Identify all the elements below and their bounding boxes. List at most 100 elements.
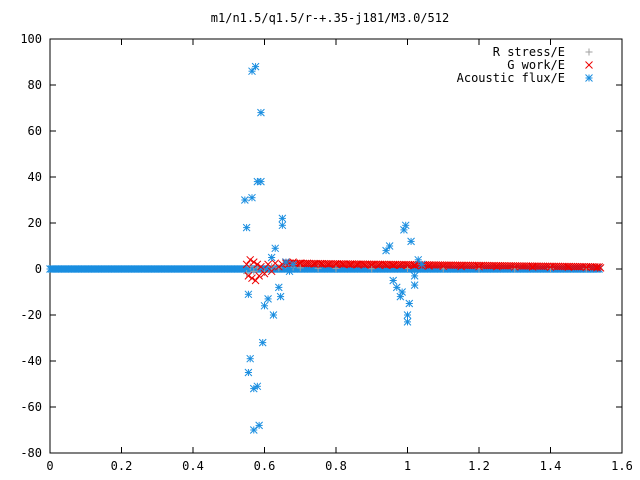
x-tick-label: 0.6 xyxy=(254,459,276,473)
g-work-point xyxy=(246,255,255,264)
r-stress-point xyxy=(296,264,304,272)
acoustic-flux-point xyxy=(255,421,263,430)
acoustic-flux-point xyxy=(285,267,294,276)
x-tick-label: 1.6 xyxy=(611,459,633,473)
acoustic-flux-point xyxy=(240,196,249,204)
acoustic-flux-point xyxy=(382,246,390,255)
r-stress-point xyxy=(332,265,340,273)
x-tick-label: 0.8 xyxy=(325,459,347,473)
r-stress-point xyxy=(275,264,283,272)
g-work-point xyxy=(382,261,390,269)
acoustic-flux-point xyxy=(257,177,265,186)
acoustic-flux-point xyxy=(410,281,419,289)
y-tick-label: 40 xyxy=(28,170,42,184)
acoustic-flux-point xyxy=(401,221,410,230)
y-tick-label: 80 xyxy=(28,78,42,92)
y-tick-label: -40 xyxy=(20,354,42,368)
g-work-point xyxy=(267,267,276,276)
g-work-point xyxy=(410,261,419,270)
acoustic-flux-point xyxy=(396,292,405,301)
axes: 0 0.2 0.4 0.6 0.8 1 1.2 1.4 1.6 100 80 60 40 20 0 -20 -4… xyxy=(20,32,633,473)
acoustic-flux-point xyxy=(249,384,258,393)
acoustic-flux-point xyxy=(251,62,260,71)
acoustic-flux-point xyxy=(278,214,287,223)
x-tick-label: 1.4 xyxy=(540,459,562,473)
acoustic-flux-point xyxy=(244,368,253,377)
g-work-point xyxy=(324,260,333,269)
g-work-point xyxy=(260,269,269,278)
g-work-point xyxy=(493,262,501,271)
g-work-point xyxy=(274,262,283,271)
g-work-point xyxy=(257,262,265,271)
acoustic-flux-point xyxy=(403,311,412,319)
g-work-point xyxy=(457,262,465,271)
acoustic-flux-point xyxy=(253,382,262,391)
r-stress-point xyxy=(547,265,554,273)
g-work-point xyxy=(346,260,355,269)
legend-entry-label: G work/E xyxy=(507,58,565,72)
g-work-point xyxy=(332,260,340,269)
acoustic-flux-point xyxy=(248,67,256,76)
acoustic-flux-point xyxy=(389,276,398,285)
x-tick-label: 1 xyxy=(404,459,411,473)
plot-frame xyxy=(49,38,623,454)
acoustic-flux-point xyxy=(257,108,265,117)
acoustic-flux-point xyxy=(248,193,256,202)
g-work-point xyxy=(255,272,263,280)
acoustic-flux-point xyxy=(392,283,401,292)
g-work-point xyxy=(546,263,555,272)
acoustic-flux-point xyxy=(258,338,267,347)
g-work-point xyxy=(403,261,412,270)
g-work-point xyxy=(439,262,448,271)
acoustic-flux-point xyxy=(289,260,297,269)
legend-entry-label: Acoustic flux/E xyxy=(457,71,565,85)
g-work-point xyxy=(528,263,537,271)
g-work-point xyxy=(303,259,312,268)
g-work-point xyxy=(582,263,591,272)
g-work-point xyxy=(367,261,376,269)
g-work-point xyxy=(339,260,348,269)
g-work-point xyxy=(564,263,573,272)
acoustic-flux-point xyxy=(246,354,255,363)
g-work-point xyxy=(593,263,601,272)
r-stress-point xyxy=(314,264,322,272)
r-stress-point xyxy=(582,265,590,273)
g-work-point xyxy=(296,259,305,268)
acoustic-flux-point xyxy=(282,258,290,266)
legend-entry-marker xyxy=(585,74,593,82)
legend-entry-label: R stress/E xyxy=(493,45,565,59)
g-work-point xyxy=(264,260,272,269)
acoustic-flux-point xyxy=(242,223,251,232)
g-work-point xyxy=(353,260,362,269)
acoustic-flux-point xyxy=(269,311,278,319)
data-points xyxy=(46,62,605,434)
acoustic-flux-point xyxy=(249,426,258,434)
x-tick-label: 0 xyxy=(46,459,53,473)
g-work-point xyxy=(475,262,483,271)
x-tick-label: 1.2 xyxy=(468,459,490,473)
g-work-point xyxy=(317,260,326,268)
y-tick-label: 60 xyxy=(28,124,42,138)
g-work-point xyxy=(310,260,319,268)
r-stress-point xyxy=(250,267,258,275)
acoustic-flux-point xyxy=(267,253,276,262)
r-stress-point xyxy=(268,263,276,271)
legend-entry-marker xyxy=(585,48,593,56)
x-tick-label: 0.2 xyxy=(111,459,133,473)
y-tick-label: 0 xyxy=(35,262,42,276)
y-tick-label: -80 xyxy=(20,446,42,460)
g-work-point xyxy=(375,261,383,269)
y-tick-label: -20 xyxy=(20,308,42,322)
g-work-point xyxy=(248,274,256,283)
g-work-point xyxy=(251,276,260,285)
g-work-point xyxy=(396,261,405,270)
acoustic-flux-point xyxy=(417,260,426,269)
acoustic-flux-point xyxy=(264,295,272,303)
g-work-point xyxy=(510,263,519,271)
acoustic-flux-point xyxy=(403,318,412,326)
acoustic-flux-point xyxy=(405,299,414,308)
x-tick-label: 0.4 xyxy=(182,459,204,473)
acoustic-flux-point xyxy=(385,242,394,250)
r-stress-point xyxy=(246,263,254,271)
